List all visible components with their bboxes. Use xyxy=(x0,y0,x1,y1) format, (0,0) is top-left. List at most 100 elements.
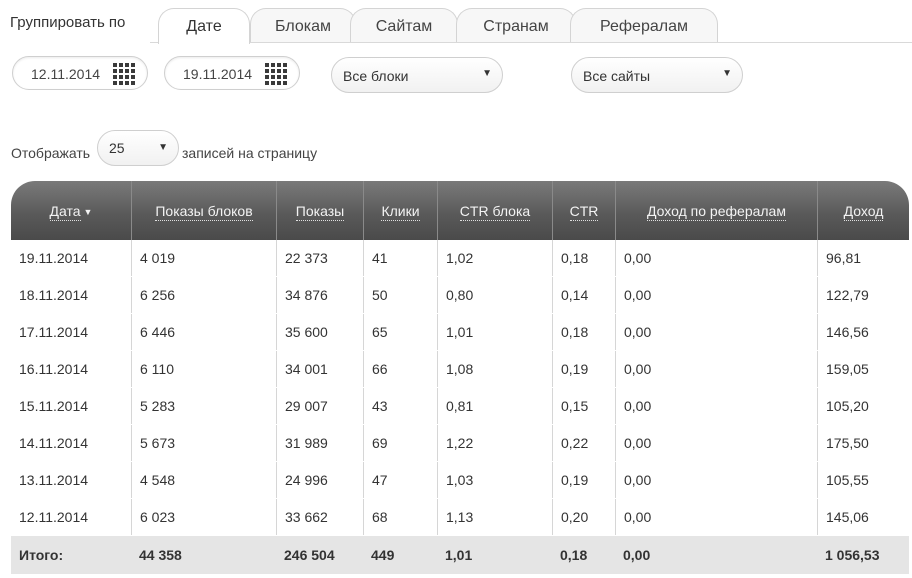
cell-date: 15.11.2014 xyxy=(19,398,89,414)
column-header-date[interactable]: Дата ▼ xyxy=(49,203,93,221)
per-page-select[interactable]: 25 ▼ xyxy=(97,130,179,166)
column-header-clicks[interactable]: Клики xyxy=(363,181,437,240)
sites-select[interactable]: Все сайты ▼ xyxy=(571,57,743,93)
table-row: 18.11.2014 6 256 34 876 50 0,80 0,14 0,00 122,7… xyxy=(11,277,909,314)
date-to-value: 19.11.2014 xyxy=(183,66,253,82)
cell-ctr: 0,19 xyxy=(552,462,615,498)
total-block-ctr: 1,01 xyxy=(445,547,473,563)
cell-ctr: 0,19 xyxy=(552,351,615,387)
cell-clicks: 43 xyxy=(363,388,437,424)
cell-block-impressions: 5 283 xyxy=(131,388,276,424)
tab-sites[interactable]: Сайтам xyxy=(350,8,458,42)
tab-date[interactable]: Дате xyxy=(158,8,250,44)
group-by-label: Группировать по xyxy=(10,14,126,31)
cell-block-impressions: 6 256 xyxy=(131,277,276,313)
tab-referrals[interactable]: Рефералам xyxy=(570,8,718,42)
cell-income: 159,05 xyxy=(817,351,909,387)
cell-date: 14.11.2014 xyxy=(19,435,89,451)
date-to-field[interactable]: 19.11.2014 xyxy=(164,56,300,90)
table-row: 14.11.2014 5 673 31 989 69 1,22 0,22 0,00 175,5… xyxy=(11,425,909,462)
table-header: Дата ▼ Показы блоков Показы Клики CTR бло… xyxy=(11,181,909,240)
column-header-block-impressions[interactable]: Показы блоков xyxy=(131,181,276,240)
cell-block-ctr: 0,81 xyxy=(437,388,552,424)
column-header-ctr[interactable]: CTR xyxy=(552,181,615,240)
table-row: 15.11.2014 5 283 29 007 43 0,81 0,15 0,00 105,2… xyxy=(11,388,909,425)
calendar-icon[interactable] xyxy=(265,63,287,85)
table-row: 16.11.2014 6 110 34 001 66 1,08 0,19 0,00 159,0… xyxy=(11,351,909,388)
total-label: Итого: xyxy=(19,547,64,563)
cell-block-ctr: 1,08 xyxy=(437,351,552,387)
cell-income: 145,06 xyxy=(817,499,909,535)
cell-block-impressions: 6 446 xyxy=(131,314,276,350)
cell-income: 105,55 xyxy=(817,462,909,498)
per-page-value: 25 xyxy=(109,140,125,156)
cell-income: 122,79 xyxy=(817,277,909,313)
column-header-income[interactable]: Доход xyxy=(817,181,909,240)
cell-clicks: 65 xyxy=(363,314,437,350)
blocks-select[interactable]: Все блоки ▼ xyxy=(331,57,503,93)
cell-date: 18.11.2014 xyxy=(19,287,89,303)
table-row: 12.11.2014 6 023 33 662 68 1,13 0,20 0,00 145,0… xyxy=(11,499,909,536)
total-row: Итого: 44 358 246 504 449 1,01 0,18 0,00 1 056,… xyxy=(11,536,909,574)
column-header-referral-income[interactable]: Доход по рефералам xyxy=(615,181,817,240)
per-page-suffix: записей на страницу xyxy=(182,145,318,161)
cell-referral-income: 0,00 xyxy=(615,351,817,387)
cell-referral-income: 0,00 xyxy=(615,314,817,350)
chevron-down-icon: ▼ xyxy=(722,68,732,79)
cell-referral-income: 0,00 xyxy=(615,425,817,461)
cell-income: 96,81 xyxy=(817,240,909,276)
cell-block-ctr: 1,03 xyxy=(437,462,552,498)
cell-impressions: 31 989 xyxy=(276,425,363,461)
tab-blocks[interactable]: Блокам xyxy=(250,8,356,42)
cell-income: 146,56 xyxy=(817,314,909,350)
cell-impressions: 29 007 xyxy=(276,388,363,424)
cell-block-ctr: 1,01 xyxy=(437,314,552,350)
table-row: 17.11.2014 6 446 35 600 65 1,01 0,18 0,00 146,5… xyxy=(11,314,909,351)
date-from-field[interactable]: 12.11.2014 xyxy=(12,56,148,90)
cell-date: 13.11.2014 xyxy=(19,472,89,488)
cell-date: 12.11.2014 xyxy=(19,509,89,525)
cell-clicks: 50 xyxy=(363,277,437,313)
calendar-icon[interactable] xyxy=(113,63,135,85)
chevron-down-icon: ▼ xyxy=(482,68,492,79)
total-block-impressions: 44 358 xyxy=(139,547,182,563)
cell-impressions: 35 600 xyxy=(276,314,363,350)
cell-ctr: 0,20 xyxy=(552,499,615,535)
total-impressions: 246 504 xyxy=(284,547,335,563)
cell-ctr: 0,15 xyxy=(552,388,615,424)
table-row: 13.11.2014 4 548 24 996 47 1,03 0,19 0,00 105,5… xyxy=(11,462,909,499)
cell-referral-income: 0,00 xyxy=(615,462,817,498)
cell-referral-income: 0,00 xyxy=(615,240,817,276)
date-from-value: 12.11.2014 xyxy=(31,66,101,82)
cell-block-impressions: 5 673 xyxy=(131,425,276,461)
cell-impressions: 34 876 xyxy=(276,277,363,313)
cell-impressions: 22 373 xyxy=(276,240,363,276)
cell-block-ctr: 1,02 xyxy=(437,240,552,276)
cell-referral-income: 0,00 xyxy=(615,499,817,535)
column-header-impressions[interactable]: Показы xyxy=(276,181,363,240)
cell-date: 16.11.2014 xyxy=(19,361,89,377)
cell-ctr: 0,18 xyxy=(552,314,615,350)
cell-impressions: 24 996 xyxy=(276,462,363,498)
total-ctr: 0,18 xyxy=(560,547,588,563)
cell-block-impressions: 4 019 xyxy=(131,240,276,276)
cell-block-ctr: 1,13 xyxy=(437,499,552,535)
cell-clicks: 41 xyxy=(363,240,437,276)
column-header-block-ctr[interactable]: CTR блока xyxy=(437,181,552,240)
cell-block-impressions: 6 023 xyxy=(131,499,276,535)
total-income: 1 056,53 xyxy=(825,547,880,563)
tab-countries[interactable]: Странам xyxy=(456,8,576,42)
cell-date: 17.11.2014 xyxy=(19,324,89,340)
tabs-divider xyxy=(150,42,912,43)
cell-block-impressions: 4 548 xyxy=(131,462,276,498)
cell-impressions: 34 001 xyxy=(276,351,363,387)
cell-income: 105,20 xyxy=(817,388,909,424)
cell-clicks: 47 xyxy=(363,462,437,498)
cell-block-impressions: 6 110 xyxy=(131,351,276,387)
total-referral-income: 0,00 xyxy=(623,547,651,563)
sites-select-value: Все сайты xyxy=(583,68,651,84)
cell-impressions: 33 662 xyxy=(276,499,363,535)
chevron-down-icon: ▼ xyxy=(158,142,168,153)
total-clicks: 449 xyxy=(371,547,395,563)
stats-table: Дата ▼ Показы блоков Показы Клики CTR бло… xyxy=(11,181,909,574)
